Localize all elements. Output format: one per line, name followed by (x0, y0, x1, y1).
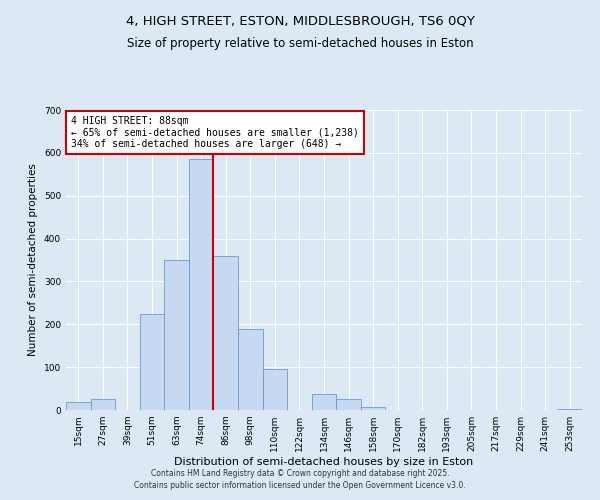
X-axis label: Distribution of semi-detached houses by size in Eston: Distribution of semi-detached houses by … (175, 457, 473, 467)
Bar (91, 400, 115, 410)
Bar (164, 260, 189, 410)
Bar (214, 256, 238, 410)
Y-axis label: Number of semi-detached properties: Number of semi-detached properties (28, 164, 38, 356)
Bar (238, 328, 263, 410)
Text: Size of property relative to semi-detached houses in Eston: Size of property relative to semi-detach… (127, 38, 473, 51)
Bar (361, 406, 385, 410)
Text: 4 HIGH STREET: 88sqm
← 65% of semi-detached houses are smaller (1,238)
34% of se: 4 HIGH STREET: 88sqm ← 65% of semi-detac… (71, 116, 359, 149)
Bar (557, 408, 582, 410)
Bar (263, 370, 287, 410)
Bar (189, 160, 214, 410)
Bar (66, 402, 91, 410)
Bar (140, 314, 164, 410)
Bar (312, 394, 336, 410)
Text: Contains HM Land Registry data © Crown copyright and database right 2025.
Contai: Contains HM Land Registry data © Crown c… (134, 468, 466, 490)
Text: 4, HIGH STREET, ESTON, MIDDLESBROUGH, TS6 0QY: 4, HIGH STREET, ESTON, MIDDLESBROUGH, TS… (125, 15, 475, 28)
Bar (336, 400, 361, 410)
